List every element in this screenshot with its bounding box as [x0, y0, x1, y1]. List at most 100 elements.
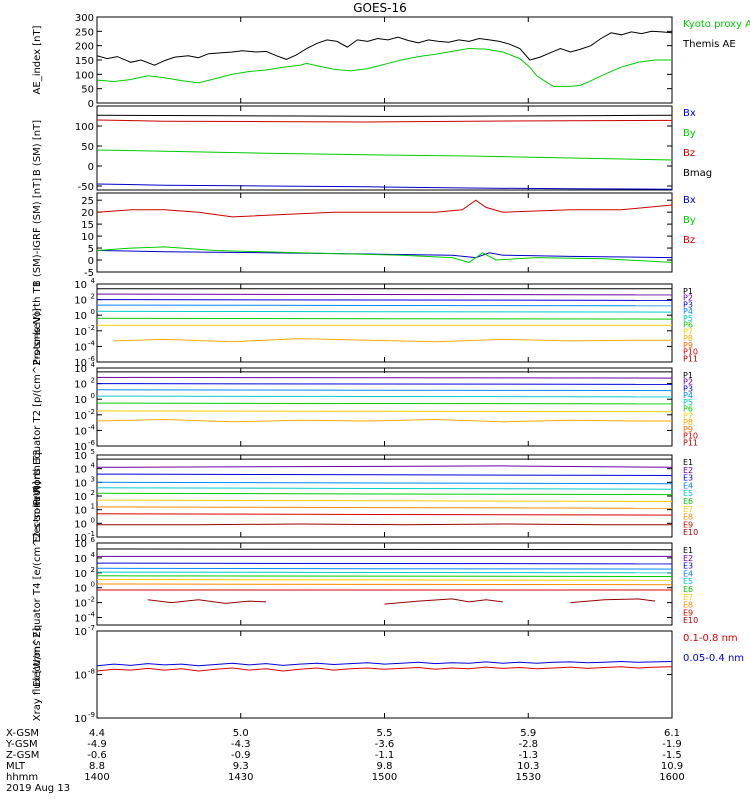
ytick-label: 100 — [75, 122, 94, 133]
series-line-p2 — [97, 293, 672, 296]
ytick-label: 0 — [88, 256, 94, 267]
ytick-label: 250 — [75, 27, 94, 38]
legend-entry: E3 — [683, 474, 693, 483]
series-line-p5 — [97, 310, 672, 313]
legend-entry: E6 — [683, 585, 693, 594]
plot-title: GOES-16 — [353, 1, 407, 15]
y-axis-label: Electrons North T3 — [32, 449, 43, 542]
legend-entry: P7 — [683, 411, 693, 420]
panel-frame — [96, 283, 673, 363]
ephemeris-value: 4.4 — [89, 728, 105, 739]
ytick-label: 10 — [74, 492, 87, 503]
ytick-exponent: 4 — [91, 551, 96, 559]
ytick-exponent: 2 — [91, 566, 95, 574]
series-line-p4 — [97, 304, 672, 307]
ytick-exponent: -4 — [88, 339, 96, 347]
legend-entry: E2 — [683, 554, 693, 563]
series-line-p6 — [97, 317, 672, 320]
ephemeris-footer: X-GSM 4.4 5.0 5.5 5.9 6.1 Y-GSM -4.9 -4.3 -3.6 -2.… — [5, 728, 685, 794]
series-line-p3 — [97, 383, 672, 385]
ytick-label: 0 — [88, 99, 94, 110]
legend-entry: Themis AE — [682, 39, 736, 50]
legend-entry: E1 — [683, 458, 693, 467]
ytick-label: 10 — [81, 232, 94, 243]
time-tick-label: 1400 — [84, 772, 109, 783]
series-line-p8 — [113, 338, 672, 343]
series-line-e1 — [97, 548, 672, 551]
series-line-p7 — [97, 410, 672, 413]
ytick-exponent: 4 — [91, 361, 96, 369]
series-line-bz — [97, 199, 672, 218]
ephemeris-value: 5.5 — [377, 728, 393, 739]
ytick-label: 25 — [81, 196, 94, 207]
series-line-e4 — [97, 481, 672, 485]
ytick-label: 10 — [74, 714, 87, 725]
series-line-e10 — [97, 523, 672, 526]
legend-entry: P3 — [683, 384, 693, 393]
ytick-label: 200 — [75, 42, 94, 53]
series-line-by — [97, 246, 672, 263]
ephemeris-value: -3.6 — [375, 739, 395, 750]
ytick-label: 10 — [74, 539, 87, 550]
panel-2: -50 0 50 100 B (SM) [nT] Bx By Bz Bmag — [32, 105, 712, 193]
ytick-label: 10 — [74, 442, 87, 453]
legend-entry: P9 — [683, 341, 693, 350]
legend-entry: 0.1-0.8 nm — [683, 633, 738, 644]
panel-frame — [96, 630, 673, 719]
legend-entry: By — [683, 215, 696, 226]
series-line-e9 — [97, 513, 672, 516]
ephemeris-value: -0.9 — [231, 750, 251, 761]
series-line-e6 — [97, 575, 672, 577]
series-line-e5 — [97, 487, 672, 490]
legend-entry: E8 — [683, 601, 693, 610]
legend-entry: E8 — [683, 513, 693, 522]
legend-entry: P11 — [683, 438, 698, 447]
ytick-label: 20 — [81, 208, 94, 219]
ytick-label: 10 — [74, 327, 87, 338]
ytick-label: 10 — [74, 311, 87, 322]
legend-entry: E10 — [683, 528, 698, 537]
series-line-p4 — [97, 389, 672, 392]
series-line-e7 — [97, 499, 672, 502]
legend-entry: P4 — [683, 307, 693, 316]
series-line-e10 — [148, 599, 706, 604]
ephemeris-row-label: Y-GSM — [5, 739, 38, 750]
legend-entry: P1 — [683, 287, 693, 296]
ytick-label: 10 — [74, 569, 87, 580]
ytick-exponent: 3 — [91, 475, 95, 483]
ytick-label: 10 — [74, 584, 87, 595]
ytick-label: 300 — [75, 13, 94, 24]
series-line-0-05-0-4-nm — [97, 660, 672, 667]
ephemeris-row-label: Z-GSM — [6, 750, 39, 761]
panel-frame — [96, 367, 673, 447]
y-axis-label: B (SM) [nT] — [32, 120, 43, 176]
ytick-label: 10 — [74, 671, 87, 682]
legend-entry: E7 — [683, 505, 693, 514]
ephemeris-value: -1.3 — [518, 750, 538, 761]
ephemeris-value: 10.3 — [517, 761, 539, 772]
legend-entry: P10 — [683, 432, 698, 441]
ytick-label: 10 — [74, 533, 87, 544]
ytick-label: 10 — [74, 426, 87, 437]
y-axis-label: Protons North T1 — [32, 281, 43, 365]
series-line-e7 — [97, 579, 672, 581]
legend-entry: P7 — [683, 327, 693, 336]
series-line-p2 — [97, 376, 672, 379]
panel-frame — [96, 105, 673, 191]
legend-entry: E2 — [683, 466, 693, 475]
ytick-exponent: 2 — [91, 377, 95, 385]
ytick-exponent: 0 — [91, 308, 95, 316]
ephemeris-value: 5.9 — [520, 728, 536, 739]
ephemeris-value: -4.3 — [231, 739, 251, 750]
legend-entry: E4 — [683, 481, 693, 490]
ephemeris-value: 9.8 — [377, 761, 393, 772]
ytick-exponent: -7 — [88, 624, 95, 632]
ytick-label: 10 — [74, 506, 87, 517]
date-label: 2019 Aug 13 — [6, 783, 70, 794]
legend-entry: P2 — [683, 294, 693, 303]
ytick-label: 10 — [74, 451, 87, 462]
ytick-exponent: 6 — [91, 536, 96, 544]
legend-entry: P6 — [683, 321, 693, 330]
